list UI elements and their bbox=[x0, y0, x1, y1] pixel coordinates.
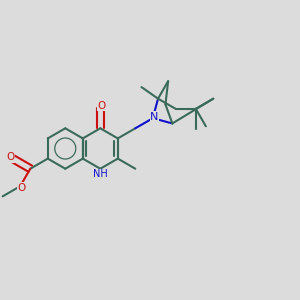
Text: NH: NH bbox=[93, 169, 108, 179]
Text: N: N bbox=[150, 112, 158, 122]
Text: O: O bbox=[17, 183, 26, 193]
Text: O: O bbox=[98, 101, 106, 111]
Text: O: O bbox=[6, 152, 14, 162]
